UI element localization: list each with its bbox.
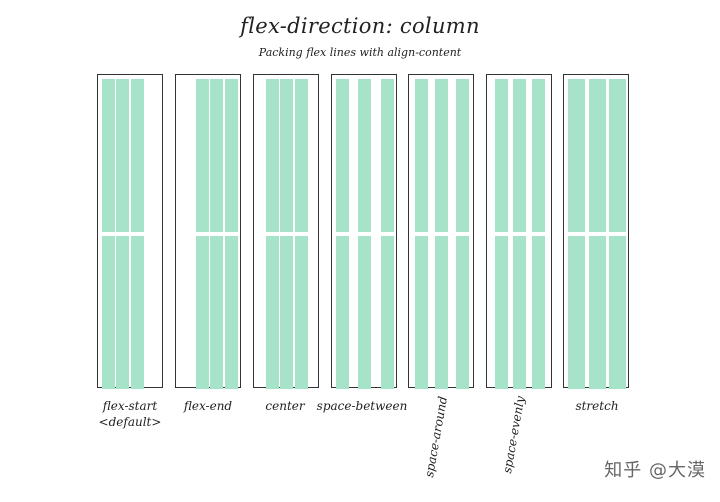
watermark: 知乎 @大漠 xyxy=(604,460,706,481)
diagram-subtitle: Packing flex lines with align-content xyxy=(258,46,462,59)
flex-item xyxy=(568,236,585,389)
flex-item xyxy=(513,79,526,232)
container-space-evenly xyxy=(486,74,552,389)
flex-item xyxy=(381,79,394,232)
container-flex-start xyxy=(97,74,163,389)
flex-item xyxy=(415,79,428,232)
label-space-around: space-around xyxy=(422,395,451,479)
flex-item xyxy=(435,79,448,232)
flex-item xyxy=(102,236,115,389)
label-space-between: space-between xyxy=(316,399,408,413)
flex-item xyxy=(358,236,371,389)
flex-item xyxy=(280,236,293,389)
label-flex-start: flex-start xyxy=(102,399,158,413)
flex-item xyxy=(532,79,545,232)
flex-item xyxy=(609,236,626,389)
flex-item xyxy=(456,79,469,232)
flex-item xyxy=(266,236,279,389)
flex-item xyxy=(358,79,371,232)
diagram-title: flex-direction: column xyxy=(240,14,480,38)
flex-item xyxy=(495,236,508,389)
flex-item xyxy=(116,79,129,232)
flex-item xyxy=(415,236,428,389)
container-flex-end xyxy=(175,74,241,389)
label-space-evenly: space-evenly xyxy=(500,394,528,475)
flex-item xyxy=(568,79,585,232)
container-space-around xyxy=(408,74,474,389)
flex-item xyxy=(609,79,626,232)
flex-item xyxy=(456,236,469,389)
flex-item xyxy=(435,236,448,389)
flex-item xyxy=(196,236,209,389)
flex-item xyxy=(336,236,349,389)
flex-item xyxy=(225,79,238,232)
label-flex-end: flex-end xyxy=(183,399,233,413)
flex-item xyxy=(495,79,508,232)
flex-item xyxy=(280,79,293,232)
flex-item xyxy=(210,79,223,232)
container-space-between xyxy=(331,74,397,389)
label-stretch: stretch xyxy=(575,399,619,413)
flex-item xyxy=(295,236,308,389)
flex-item xyxy=(589,79,606,232)
flex-item xyxy=(589,236,606,389)
flex-item xyxy=(225,236,238,389)
label-center: center xyxy=(265,399,305,413)
flex-item xyxy=(116,236,129,389)
flex-item xyxy=(266,79,279,232)
flex-item xyxy=(131,236,144,389)
label-flex-start-note: <default> xyxy=(98,415,162,429)
flex-item xyxy=(336,79,349,232)
flex-item xyxy=(210,236,223,389)
flex-item xyxy=(295,79,308,232)
flex-item xyxy=(532,236,545,389)
flex-item xyxy=(196,79,209,232)
flex-item xyxy=(513,236,526,389)
flex-item xyxy=(131,79,144,232)
flex-item xyxy=(381,236,394,389)
container-stretch xyxy=(563,74,629,389)
flex-item xyxy=(102,79,115,232)
container-center xyxy=(253,74,319,389)
